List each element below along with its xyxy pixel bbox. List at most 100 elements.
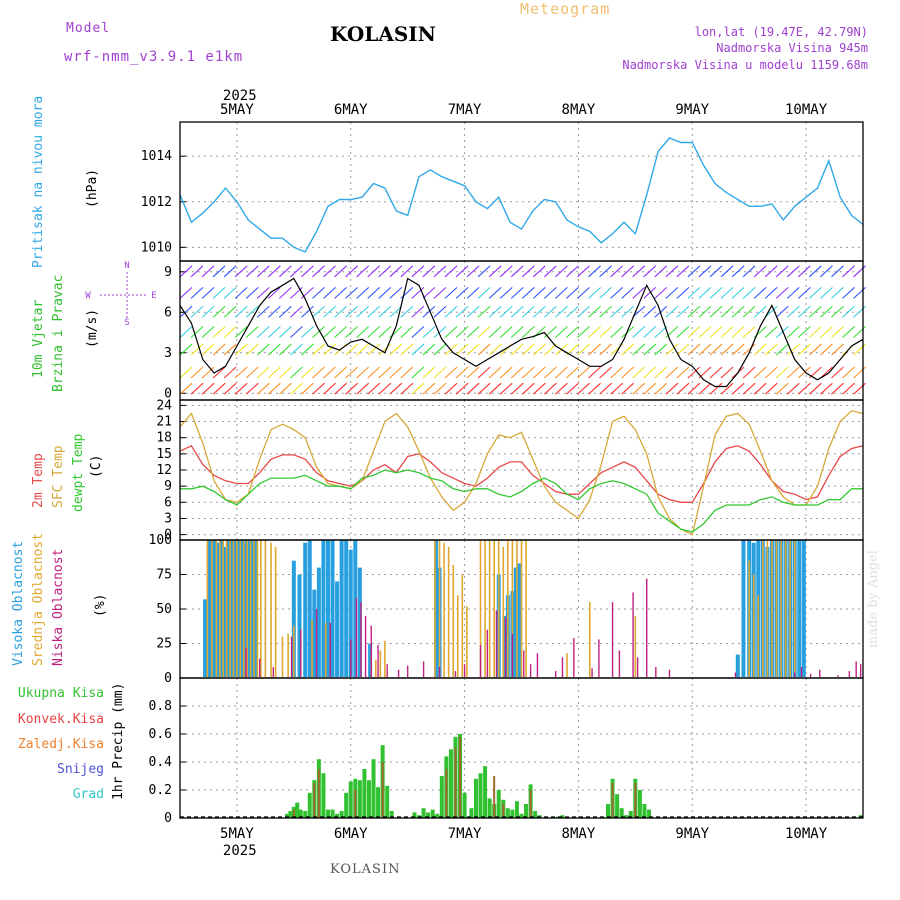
wind-barb [566, 366, 579, 379]
mid-cloud-bar [256, 540, 259, 677]
wind-barb [256, 286, 270, 299]
cloud-tick-label: 100 [149, 533, 172, 548]
wind-barb [786, 305, 800, 318]
wind-barb [577, 305, 590, 318]
wind-barb [234, 265, 248, 278]
wind-barb [510, 382, 524, 395]
wind-barb [179, 286, 193, 299]
panel-frame [179, 121, 864, 262]
wind-barb [499, 366, 513, 379]
wind-barb [853, 265, 866, 278]
bottom-day-label: 8MAY [562, 826, 596, 842]
wind-barb [797, 286, 811, 299]
total-rain-bar [357, 780, 362, 818]
top-day-label: 9MAY [675, 102, 709, 118]
wind-barb [753, 286, 767, 299]
wind-barb [544, 326, 557, 338]
wind-barb [643, 326, 657, 338]
wind-barb [809, 305, 822, 318]
wind-barb [301, 366, 314, 379]
wind-barb [279, 326, 292, 338]
wind-barb [212, 343, 226, 356]
high-cloud-bar [291, 560, 296, 677]
high-cloud-bar [297, 574, 302, 677]
wind-barb [797, 265, 811, 278]
low-cloud-bar [386, 664, 388, 677]
low-cloud-bar [573, 637, 575, 677]
wind-barb [720, 343, 734, 356]
wind-barb [400, 286, 414, 299]
wind-barb [356, 326, 370, 338]
wind-barb [245, 382, 259, 395]
total-rain-bar [555, 816, 560, 818]
wind-barb [367, 382, 381, 395]
total-rain-bar [642, 804, 647, 818]
low-cloud-bar [406, 665, 409, 677]
station-elevation: Nadmorska Visina 945m [716, 41, 868, 55]
wind-barb [709, 382, 723, 395]
low-cloud-bar [668, 669, 671, 677]
wind-barb [842, 382, 855, 395]
wind-barb [378, 305, 392, 318]
wind-barb [323, 265, 336, 278]
wind-barb [190, 286, 204, 299]
high-cloud-bar [253, 540, 258, 677]
wind-barb [521, 265, 535, 278]
wind-barb [665, 382, 679, 395]
mid-cloud-bar [311, 620, 313, 677]
wind-barb [378, 265, 392, 278]
mid-cloud-bar [274, 546, 277, 677]
mid-cloud-bar [511, 540, 514, 677]
wind-barb [323, 326, 336, 338]
mid-cloud-bar [236, 540, 238, 677]
wind-barb [831, 286, 844, 299]
wind-barb [842, 366, 855, 379]
wind-barb [775, 343, 789, 356]
low-cloud-bar [734, 672, 737, 677]
cloud-tick-label: 0 [164, 671, 172, 686]
wind-barb [334, 382, 347, 395]
convective-rain-bar [611, 783, 614, 818]
wind-barb [290, 286, 303, 299]
location-coords: lon,lat (19.47E, 42.79N) [694, 25, 868, 39]
total-rain-bar [505, 808, 510, 818]
wind-barb [367, 366, 381, 379]
wind-barb [301, 382, 314, 395]
low-cloud-bar [554, 671, 557, 677]
mid-cloud-bar [232, 540, 235, 677]
cloud-ylabel-high: Visoka Oblacnost [11, 541, 26, 666]
wind-barb [411, 366, 425, 379]
wind-barb [853, 382, 866, 395]
total-rain-bar [371, 759, 376, 818]
total-rain-bar [303, 811, 308, 818]
compass-east: E [151, 291, 156, 301]
total-rain-bar [448, 749, 453, 818]
wind-barb [389, 265, 403, 278]
top-day-label: 10MAY [785, 102, 828, 118]
convective-rain-bar [381, 762, 384, 818]
wind-barb [223, 286, 237, 299]
wind-barb [632, 265, 646, 278]
wind-barb [279, 305, 292, 318]
wind-barb [179, 326, 193, 338]
wind-barb [455, 286, 469, 299]
total-rain-bar [533, 811, 538, 818]
wind-barb [698, 343, 712, 356]
wind-barb [411, 343, 425, 356]
wind-barb [234, 286, 248, 299]
wind-barb [809, 382, 822, 395]
total-rain-bar [619, 808, 624, 818]
bottom-day-label: 7MAY [448, 826, 482, 842]
temp-tick-label: 12 [156, 463, 172, 478]
wind-barb [400, 366, 414, 379]
wind-barb [786, 382, 800, 395]
wind-barb [643, 286, 657, 299]
wind-barb [709, 343, 723, 356]
wind-barb [290, 366, 303, 379]
wind-barb [179, 265, 193, 278]
wind-barb [179, 382, 193, 395]
wind-barb [532, 265, 546, 278]
wind-barb [256, 326, 270, 338]
wind-barb [356, 305, 370, 318]
high-cloud-bar [239, 540, 244, 677]
